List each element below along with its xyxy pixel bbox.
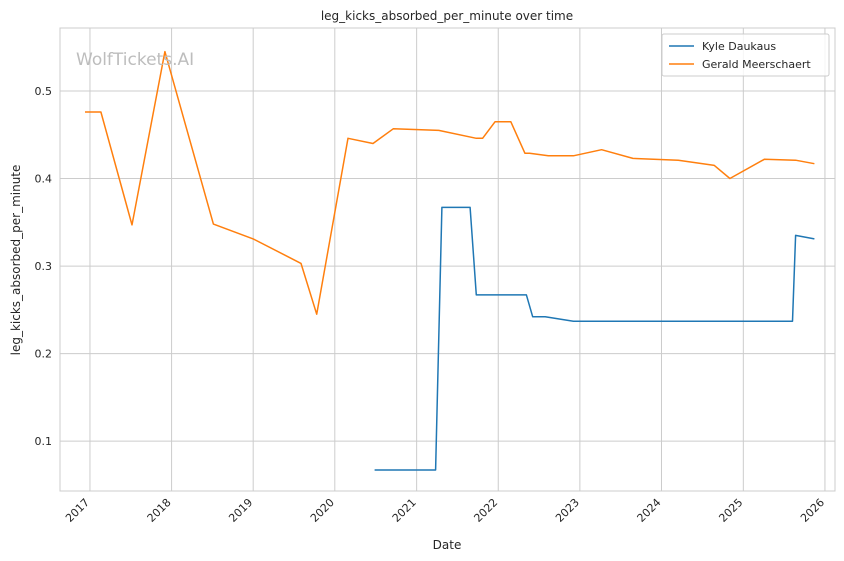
x-tick-label: 2018 <box>145 496 174 525</box>
series-group <box>85 50 815 471</box>
series-line-gerald-meerschaert <box>85 50 815 315</box>
chart-title: leg_kicks_absorbed_per_minute over time <box>321 9 573 23</box>
y-axis: 0.1 0.2 0.3 0.4 0.5 <box>35 85 53 448</box>
y-tick-label: 0.1 <box>35 435 53 448</box>
y-tick-label: 0.3 <box>35 260 53 273</box>
legend: Kyle Daukaus Gerald Meerschaert <box>661 33 830 77</box>
legend-label-gerald-meerschaert: Gerald Meerschaert <box>702 58 811 71</box>
x-tick-label: 2023 <box>553 496 582 525</box>
x-tick-label: 2021 <box>390 496 419 525</box>
legend-box <box>661 33 830 77</box>
y-tick-label: 0.5 <box>35 85 53 98</box>
series-line-kyle-daukaus <box>374 206 815 471</box>
y-tick-label: 0.2 <box>35 348 53 361</box>
legend-label-kyle-daukaus: Kyle Daukaus <box>702 40 776 53</box>
x-tick-label: 2026 <box>798 496 827 525</box>
x-axis-title: Date <box>433 538 462 552</box>
grid <box>60 28 835 491</box>
x-tick-label: 2024 <box>635 496 664 525</box>
x-tick-label: 2020 <box>308 496 337 525</box>
x-tick-label: 2025 <box>716 496 745 525</box>
watermark: WolfTickets.AI <box>76 50 194 70</box>
x-tick-label: 2017 <box>63 496 92 525</box>
x-tick-label: 2019 <box>226 496 255 525</box>
x-tick-label: 2022 <box>471 496 500 525</box>
plot-area <box>59 27 836 492</box>
y-axis-title: leg_kicks_absorbed_per_minute <box>9 165 23 356</box>
x-axis: 2017 2018 2019 2020 2021 2022 2023 2024 2025 2026 <box>63 496 827 525</box>
y-tick-label: 0.4 <box>35 173 53 186</box>
